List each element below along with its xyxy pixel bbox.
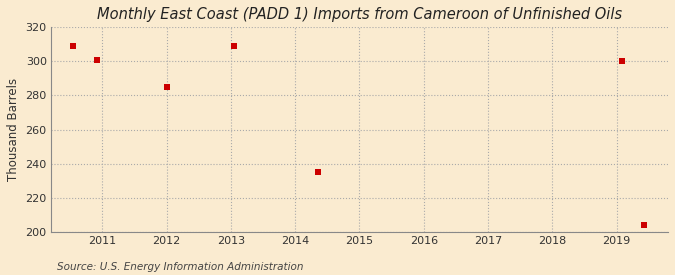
Point: [161, 85, 172, 89]
Point: [616, 59, 627, 64]
Point: [68, 44, 79, 48]
Point: [92, 57, 103, 62]
Title: Monthly East Coast (PADD 1) Imports from Cameroon of Unfinished Oils: Monthly East Coast (PADD 1) Imports from…: [97, 7, 622, 22]
Y-axis label: Thousand Barrels: Thousand Barrels: [7, 78, 20, 181]
Text: Source: U.S. Energy Information Administration: Source: U.S. Energy Information Administ…: [57, 262, 304, 272]
Point: [313, 170, 323, 174]
Point: [229, 44, 240, 48]
Point: [639, 223, 649, 227]
